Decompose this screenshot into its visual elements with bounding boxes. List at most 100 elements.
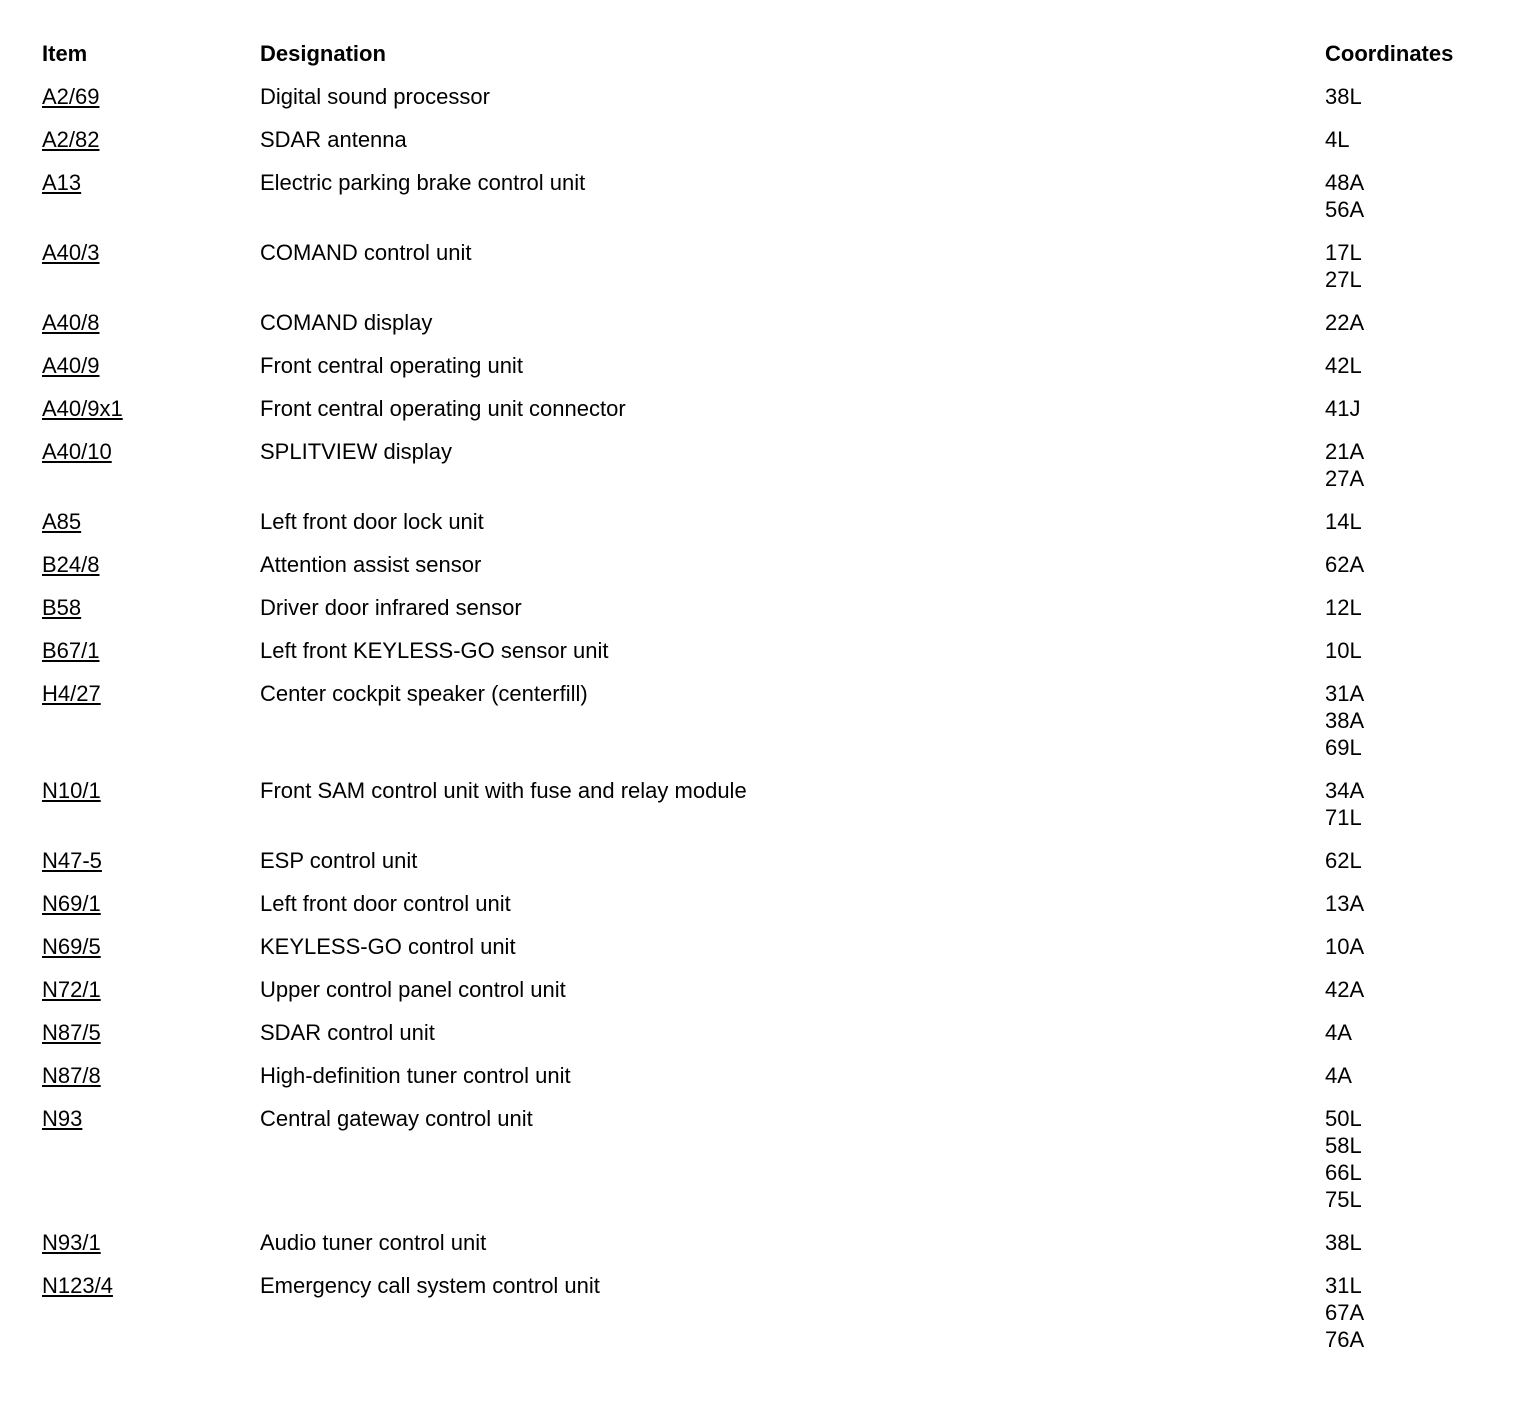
coordinates-cell: 12L (1325, 594, 1520, 621)
coordinates-cell: 42A (1325, 976, 1520, 1003)
item-link[interactable]: B67/1 (42, 638, 100, 663)
item-cell: A40/9x1 (42, 395, 260, 422)
coordinates-cell: 42L (1325, 352, 1520, 379)
designation-text: Upper control panel control unit (260, 977, 566, 1002)
item-cell: N93 (42, 1105, 260, 1132)
item-cell: A40/9 (42, 352, 260, 379)
coordinate-value: 66L (1325, 1160, 1362, 1185)
item-cell: N93/1 (42, 1229, 260, 1256)
item-link[interactable]: N93 (42, 1106, 83, 1131)
item-link[interactable]: N87/8 (42, 1063, 101, 1088)
designation-text: SDAR control unit (260, 1020, 435, 1045)
coordinate-value: 4L (1325, 127, 1350, 152)
coordinate-value: 67A (1325, 1300, 1365, 1325)
item-link[interactable]: A40/8 (42, 310, 100, 335)
item-link[interactable]: A40/9 (42, 353, 100, 378)
coordinate-value: 4A (1325, 1020, 1352, 1045)
item-cell: B67/1 (42, 637, 260, 664)
item-link[interactable]: A2/69 (42, 84, 100, 109)
designation-text: COMAND control unit (260, 240, 472, 265)
item-link[interactable]: N69/5 (42, 934, 101, 959)
item-cell: A85 (42, 508, 260, 535)
item-link[interactable]: A40/9x1 (42, 396, 123, 421)
coordinate-value: 21A (1325, 439, 1365, 464)
coordinates-cell: 62L (1325, 847, 1520, 874)
coordinates-cell: 13A (1325, 890, 1520, 917)
table-row: B58 Driver door infrared sensor 12L (42, 594, 1520, 621)
designation-text: Left front door control unit (260, 891, 511, 916)
coordinate-value: 38L (1325, 1230, 1362, 1255)
table-row: A2/69 Digital sound processor 38L (42, 83, 1520, 110)
coordinate-value: 42L (1325, 353, 1362, 378)
item-link[interactable]: N93/1 (42, 1230, 101, 1255)
item-link[interactable]: N10/1 (42, 778, 101, 803)
item-cell: B58 (42, 594, 260, 621)
column-header-item: Item (42, 41, 88, 66)
coordinate-value: 76A (1325, 1327, 1365, 1352)
coordinates-cell: 38L (1325, 83, 1520, 110)
table-row: N69/1 Left front door control unit 13A (42, 890, 1520, 917)
item-link[interactable]: B24/8 (42, 552, 100, 577)
item-link[interactable]: A13 (42, 170, 82, 195)
designation-text: COMAND display (260, 310, 433, 335)
item-cell: N72/1 (42, 976, 260, 1003)
coordinates-cell: 10L (1325, 637, 1520, 664)
table-row: N72/1 Upper control panel control unit 4… (42, 976, 1520, 1003)
item-cell: N69/5 (42, 933, 260, 960)
table-row: N93 Central gateway control unit 50L 58L 6… (42, 1105, 1520, 1213)
item-cell: N69/1 (42, 890, 260, 917)
item-link[interactable]: N123/4 (42, 1273, 113, 1298)
item-link[interactable]: A85 (42, 509, 82, 534)
coordinate-value: 22A (1325, 310, 1365, 335)
item-link[interactable]: N87/5 (42, 1020, 101, 1045)
item-link[interactable]: A40/3 (42, 240, 100, 265)
item-cell: A40/8 (42, 309, 260, 336)
designation-text: Central gateway control unit (260, 1106, 533, 1131)
item-link[interactable]: N69/1 (42, 891, 101, 916)
component-legend-table: Item Designation Coordinates A2/69 Digit… (42, 40, 1520, 1353)
designation-text: Audio tuner control unit (260, 1230, 487, 1255)
item-link[interactable]: A2/82 (42, 127, 100, 152)
coordinates-cell: 48A 56A (1325, 169, 1520, 223)
coordinate-value: 56A (1325, 197, 1365, 222)
table-row: B24/8 Attention assist sensor 62A (42, 551, 1520, 578)
table-row: B67/1 Left front KEYLESS-GO sensor unit … (42, 637, 1520, 664)
item-link[interactable]: H4/27 (42, 681, 101, 706)
item-cell: A2/69 (42, 83, 260, 110)
column-header-coordinates: Coordinates (1325, 41, 1454, 66)
item-cell: A40/3 (42, 239, 260, 266)
coordinate-value: 50L (1325, 1106, 1362, 1131)
item-link[interactable]: N47-5 (42, 848, 102, 873)
coordinate-value: 31L (1325, 1273, 1362, 1298)
coordinate-value: 58L (1325, 1133, 1362, 1158)
designation-text: Front central operating unit connector (260, 396, 626, 421)
designation-text: Left front door lock unit (260, 509, 484, 534)
item-cell: N47-5 (42, 847, 260, 874)
item-link[interactable]: N72/1 (42, 977, 101, 1002)
coordinates-cell: 34A 71L (1325, 777, 1520, 831)
item-cell: A40/10 (42, 438, 260, 465)
table-row: A40/9x1 Front central operating unit con… (42, 395, 1520, 422)
coordinates-cell: 10A (1325, 933, 1520, 960)
coordinates-cell: 22A (1325, 309, 1520, 336)
table-row: A40/10 SPLITVIEW display 21A 27A (42, 438, 1520, 492)
table-row: A2/82 SDAR antenna 4L (42, 126, 1520, 153)
designation-text: ESP control unit (260, 848, 418, 873)
designation-text: High-definition tuner control unit (260, 1063, 571, 1088)
designation-text: Digital sound processor (260, 84, 490, 109)
table-header-row: Item Designation Coordinates (42, 40, 1520, 67)
table-row: N87/5 SDAR control unit 4A (42, 1019, 1520, 1046)
coordinate-value: 62A (1325, 552, 1365, 577)
item-link[interactable]: B58 (42, 595, 82, 620)
table-row: H4/27 Center cockpit speaker (centerfill… (42, 680, 1520, 761)
item-cell: N10/1 (42, 777, 260, 804)
coordinates-cell: 38L (1325, 1229, 1520, 1256)
coordinate-value: 31A (1325, 681, 1365, 706)
table-body: A2/69 Digital sound processor 38L A2/82 … (42, 83, 1520, 1353)
coordinates-cell: 4A (1325, 1019, 1520, 1046)
designation-text: SDAR antenna (260, 127, 407, 152)
coordinate-value: 75L (1325, 1187, 1362, 1212)
table-row: A13 Electric parking brake control unit … (42, 169, 1520, 223)
coordinate-value: 62L (1325, 848, 1362, 873)
item-link[interactable]: A40/10 (42, 439, 112, 464)
